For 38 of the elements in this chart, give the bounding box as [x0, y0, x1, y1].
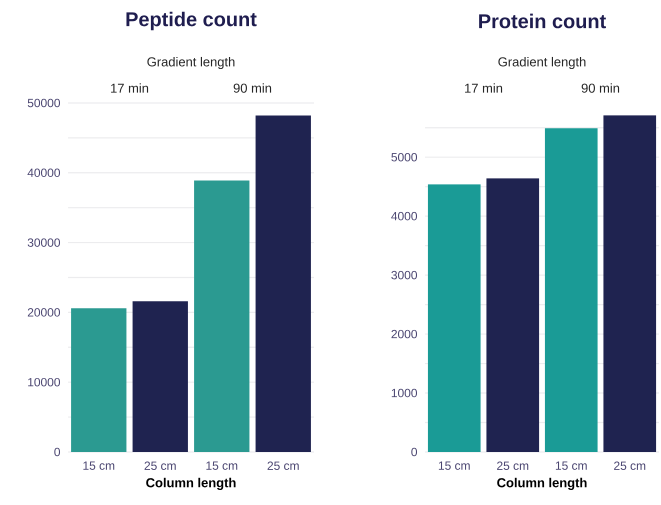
text: Gradient length	[147, 56, 234, 70]
y-tick-label: 4000	[391, 212, 418, 220]
y-tick-label: 1000	[392, 388, 418, 398]
bar	[132, 301, 188, 452]
y-tick-label: 10000	[28, 378, 60, 386]
x-tick-label: 25 cm	[268, 462, 299, 470]
y-tick-label: 40000	[28, 168, 60, 178]
x-tick-label: 25 cm	[144, 462, 176, 470]
bar	[544, 128, 598, 452]
text: 17 min	[111, 83, 148, 93]
text: Gradient length	[498, 56, 586, 70]
bar	[256, 116, 311, 452]
x-tick-label: 15 cm	[206, 462, 238, 470]
text: 90 min	[582, 83, 620, 93]
y-tick-label: 0	[411, 448, 418, 456]
chart-title: Protein count	[479, 14, 606, 28]
bar	[194, 180, 250, 452]
bar	[603, 115, 656, 452]
bar	[71, 308, 126, 452]
x-tick-label: 25 cm	[497, 462, 528, 470]
bar	[428, 184, 481, 452]
x-axis-title: Column length	[146, 478, 236, 490]
y-tick-label: 20000	[28, 308, 60, 317]
y-tick-label: 0	[54, 448, 60, 456]
y-tick-label: 5000	[391, 152, 418, 162]
y-tick-label: 50000	[28, 98, 60, 108]
x-tick-label: 15 cm	[556, 462, 587, 470]
text: 90 min	[234, 83, 272, 93]
bar	[486, 178, 540, 452]
x-tick-label: 25 cm	[614, 462, 646, 470]
y-tick-label: 2000	[391, 330, 418, 338]
y-tick-label: 3000	[391, 270, 418, 280]
y-tick-label: 30000	[28, 238, 60, 247]
text: 17 min	[465, 83, 502, 93]
chart-title: Peptide count	[126, 12, 257, 30]
x-tick-label: 15 cm	[83, 462, 114, 470]
x-tick-label: 15 cm	[438, 462, 470, 470]
x-axis-title: Column length	[497, 478, 587, 490]
